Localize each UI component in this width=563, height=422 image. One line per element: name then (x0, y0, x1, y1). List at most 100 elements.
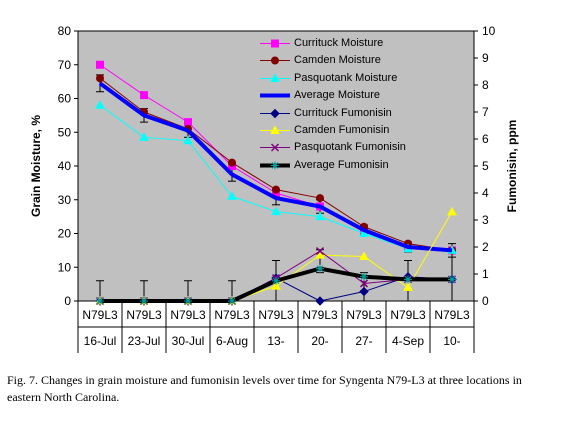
legend-swatch (260, 56, 290, 65)
legend-swatch (260, 125, 290, 134)
data-point (270, 143, 280, 152)
legend-label: Pasquotank Fumonisin (294, 141, 406, 154)
data-point (228, 297, 236, 305)
y-tick-label: 50 (58, 125, 72, 139)
chart: 0 10 20 30 40 50 60 70 80 0 1 2 3 4 5 6 7 8 9 10 N79L3 N79L… (29, 24, 519, 353)
y2-tick-label: 0 (482, 294, 489, 308)
legend-label: Average Fumonisin (294, 158, 389, 171)
y-axis-right: 0 1 2 3 4 5 6 7 8 9 10 (474, 24, 496, 308)
y2-tick-label: 4 (482, 186, 489, 200)
legend-swatch (260, 143, 290, 152)
data-point (359, 279, 369, 288)
x-tick-label: 20- (311, 334, 328, 348)
data-point (315, 296, 325, 306)
data-point (227, 191, 237, 200)
data-point (184, 297, 192, 305)
series (98, 81, 453, 253)
data-point (403, 282, 413, 291)
data-point (140, 297, 148, 305)
legend-swatch (260, 93, 290, 98)
y-tick-label: 80 (58, 24, 72, 38)
legend-item: Camden Fumonisin (258, 122, 438, 139)
y2-tick-label: 9 (482, 51, 489, 65)
legend-item: Average Fumonisin (258, 157, 438, 174)
y-tick-label: 40 (58, 159, 72, 173)
data-point (271, 206, 281, 216)
series-line (98, 81, 453, 253)
figure-caption: Fig. 7. Changes in grain moisture and fu… (7, 373, 522, 404)
x-tick-label: 13- (267, 334, 284, 348)
x-tick-label: 27- (355, 334, 372, 348)
y2-tick-label: 8 (482, 78, 489, 92)
data-point (271, 281, 281, 290)
legend-item: Currituck Moisture (258, 35, 438, 52)
legend-item: Currituck Fumonisin (258, 105, 438, 122)
x-tick-label: 4-Sep (392, 334, 424, 348)
data-point (359, 251, 369, 260)
data-point (272, 185, 280, 194)
y2-tick-label: 3 (482, 213, 489, 227)
data-point (447, 206, 457, 216)
y2-axis-title: Fumonisin, ppm (505, 120, 519, 213)
data-point (270, 125, 280, 134)
x-tick-label: N79L3 (170, 308, 206, 322)
data-point (183, 135, 193, 145)
legend-item: Pasquotank Fumonisin (258, 139, 438, 156)
data-point (404, 275, 412, 284)
data-point (184, 118, 192, 127)
legend-item: Pasquotank Moisture (258, 70, 438, 87)
series-lines (95, 60, 457, 306)
y2-tick-label: 5 (482, 159, 489, 173)
x-tick-label: 6-Aug (216, 334, 248, 348)
legend: Currituck Moisture Camden Moisture Pasqu… (258, 35, 438, 174)
legend-item: Average Moisture (258, 87, 438, 104)
x-tick-label: N79L3 (214, 308, 250, 322)
legend-label: Currituck Fumonisin (294, 106, 392, 119)
data-point (139, 132, 149, 141)
legend-swatch (260, 39, 290, 48)
data-point (96, 60, 104, 69)
data-point (271, 56, 279, 65)
y-axis-title: Grain Moisture, % (29, 115, 43, 217)
y-tick-label: 0 (64, 294, 71, 308)
legend-item: Camden Moisture (258, 52, 438, 69)
y-tick-label: 30 (58, 193, 72, 207)
x-tick-label: N79L3 (126, 308, 162, 322)
y2-tick-label: 1 (482, 267, 489, 281)
legend-label: Camden Moisture (294, 54, 381, 67)
data-point (271, 161, 279, 170)
series (96, 264, 456, 305)
legend-swatch (260, 161, 290, 170)
x-tick-label: 10- (443, 334, 460, 348)
data-point (315, 250, 325, 259)
data-point (140, 91, 148, 100)
x-tick-label: 30-Jul (172, 334, 205, 348)
data-point (96, 74, 104, 83)
data-point (96, 297, 104, 305)
data-point (448, 275, 456, 284)
x-tick-label: 16-Jul (84, 334, 117, 348)
y-tick-label: 70 (58, 58, 72, 72)
x-tick-label: N79L3 (434, 308, 470, 322)
x-tick-label: 23-Jul (128, 334, 161, 348)
data-point (316, 194, 324, 203)
data-point (270, 73, 280, 82)
data-point (228, 158, 236, 167)
x-tick-label: N79L3 (302, 308, 338, 322)
y-tick-label: 20 (58, 227, 72, 241)
legend-label: Currituck Moisture (294, 37, 384, 49)
x-axis: N79L3 N79L3 N79L3 N79L3 N79L3 N79L3 N79L3 N79L3… (77, 301, 475, 353)
data-point (270, 108, 280, 118)
legend-label: Pasquotank Moisture (294, 71, 398, 84)
legend-swatch (260, 73, 290, 82)
data-point (95, 100, 105, 109)
y2-tick-label: 10 (482, 24, 496, 38)
x-tick-label: N79L3 (390, 308, 426, 322)
data-point (360, 272, 368, 281)
y-tick-label: 60 (58, 92, 72, 106)
x-tick-label: N79L3 (82, 308, 118, 322)
data-point (316, 264, 324, 273)
legend-label: Camden Fumonisin (294, 123, 390, 136)
y2-tick-label: 7 (482, 105, 489, 119)
data-point (315, 211, 325, 221)
